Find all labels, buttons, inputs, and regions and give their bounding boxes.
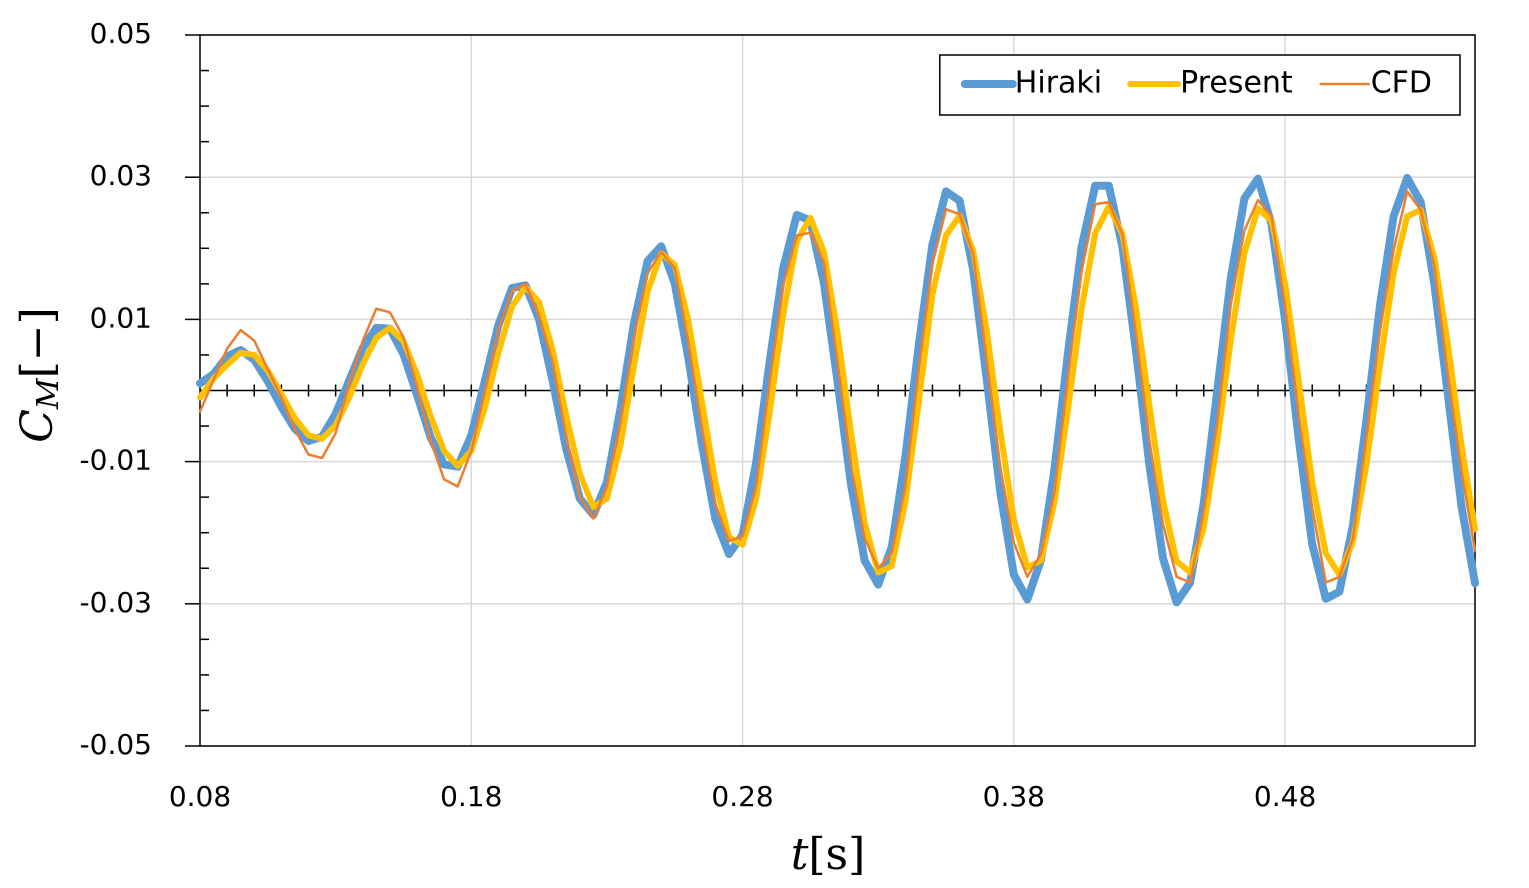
y-tick-label: 0.03 [90,159,152,192]
y-symbol: C [12,409,63,443]
y-tick-label: -0.01 [80,444,152,477]
y-tick-label: -0.05 [80,728,152,761]
x-tick-label: 0.38 [983,780,1045,813]
legend-box [939,54,1461,116]
axis-titles: t[s] CM[−] [12,307,866,879]
series-line [198,190,1477,584]
y-unit: [−] [12,307,63,378]
x-tick-label: 0.08 [169,780,231,813]
y-tick-label: -0.03 [80,586,152,619]
x-symbol: t [791,829,809,880]
y-axis-title: CM[−] [12,307,67,443]
x-axis-title: t[s] [791,829,866,880]
x-tick-label: 0.18 [440,780,502,813]
y-tick-label: 0.01 [90,301,152,334]
x-tick-label: 0.48 [1254,780,1316,813]
legend-label: Present [1180,66,1293,101]
legend: Hiraki Present CFD [939,54,1461,116]
x-unit: [s] [808,829,865,880]
legend-label: CFD [1371,66,1432,101]
series-line [196,173,1479,607]
y-tick-label: 0.05 [90,17,152,50]
legend-label: Hiraki [1015,66,1102,101]
series-line [197,203,1478,578]
y-subscript: M [31,377,66,410]
x-tick-label: 0.28 [711,780,773,813]
